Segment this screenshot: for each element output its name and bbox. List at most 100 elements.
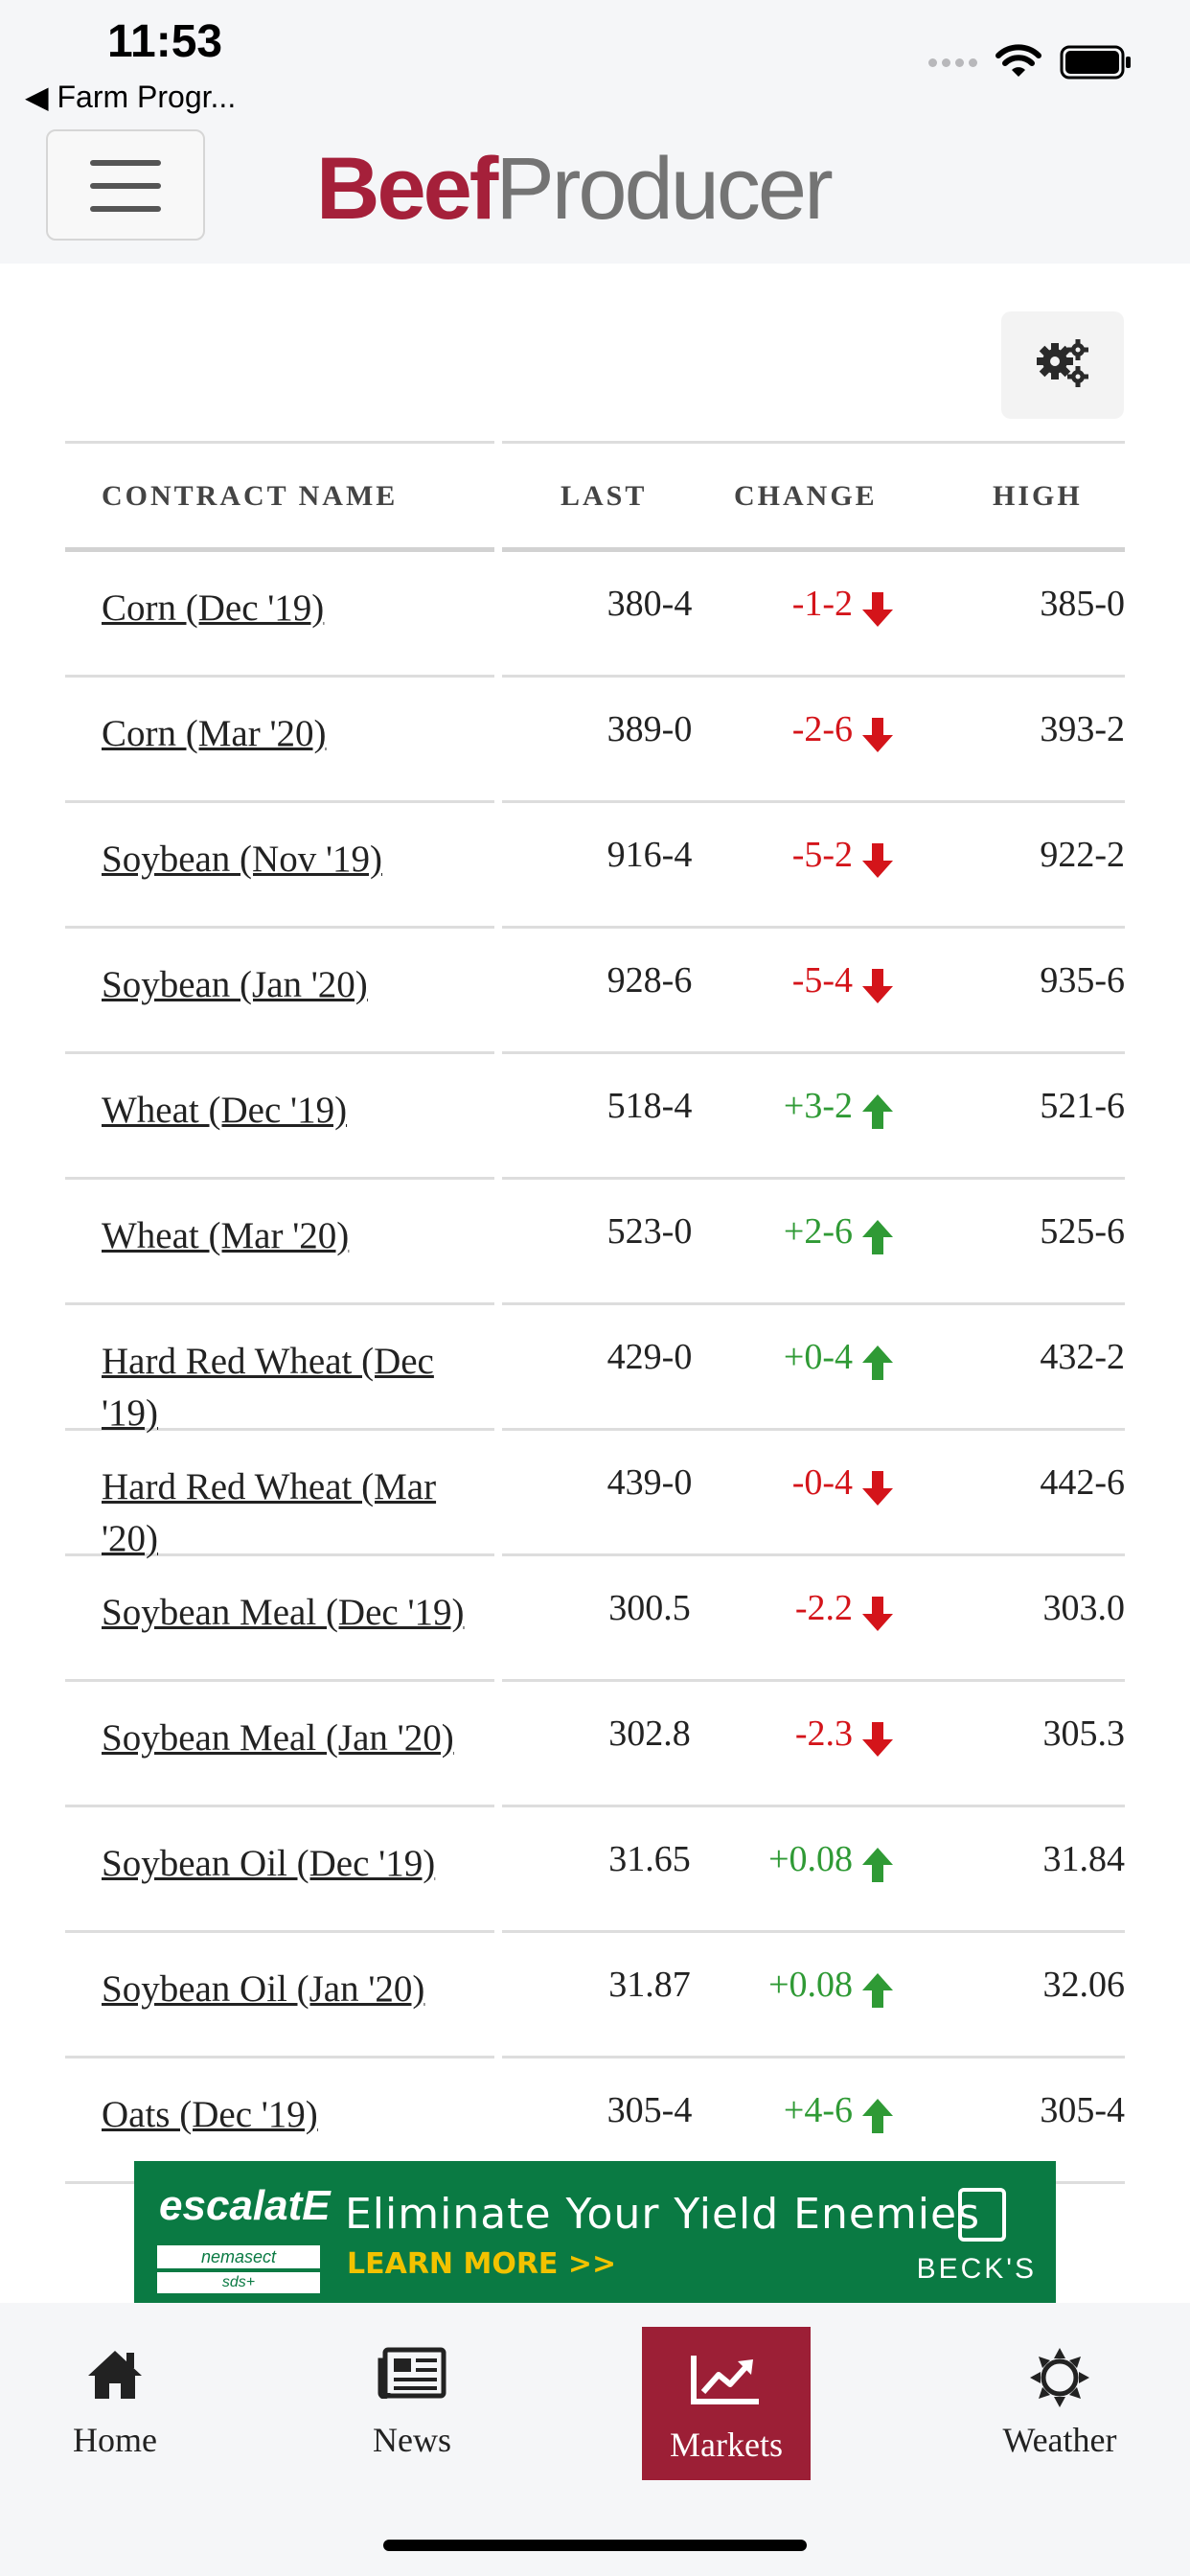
logo-beef-text: Beef: [316, 140, 498, 238]
contract-name-link[interactable]: Soybean (Jan '20): [102, 964, 368, 1005]
price-change: -2.3: [794, 1714, 853, 1754]
contract-name-link[interactable]: Soybean Meal (Jan '20): [102, 1717, 454, 1759]
ad-banner[interactable]: escalatE nemasect sds+ Eliminate Your Yi…: [134, 2161, 1056, 2305]
ad-product-sds: sds+: [157, 2272, 320, 2293]
arrow-up-icon: [862, 2099, 893, 2133]
nav-weather-label: Weather: [1002, 2421, 1117, 2459]
high-price: 442-6: [1040, 1462, 1125, 1503]
nav-news[interactable]: News: [326, 2322, 498, 2475]
arrow-down-icon: [862, 969, 893, 1003]
settings-button[interactable]: [1001, 311, 1124, 419]
last-price: 518-4: [606, 1086, 693, 1126]
arrow-up-icon: [862, 1346, 893, 1380]
last-price: 380-4: [606, 584, 693, 624]
table-row: Corn (Mar '20) 389-0 -2-6 393-2: [65, 675, 1125, 803]
last-price: 389-0: [606, 709, 693, 749]
beef-producer-logo[interactable]: BeefProducer: [316, 139, 834, 240]
last-price: 305-4: [606, 2090, 693, 2130]
status-bar: 11:53 ◀ Farm Progr...: [0, 0, 1190, 129]
arrow-up-icon: [862, 1220, 893, 1254]
high-price: 935-6: [1040, 960, 1125, 1000]
header-last: LAST: [561, 480, 648, 512]
last-price: 916-4: [606, 835, 693, 875]
price-change: +0.08: [768, 1839, 853, 1879]
table-row: Wheat (Mar '20) 523-0 +2-6 525-6: [65, 1177, 1125, 1305]
arrow-up-icon: [862, 1973, 893, 2008]
arrow-up-icon: [862, 1094, 893, 1129]
newspaper-icon: [378, 2347, 446, 2399]
last-price: 429-0: [606, 1337, 693, 1377]
home-icon: [88, 2351, 142, 2399]
price-change: -2-6: [791, 709, 853, 749]
logo-producer-text: Producer: [495, 140, 833, 238]
contract-name-link[interactable]: Wheat (Mar '20): [102, 1215, 350, 1256]
nav-markets[interactable]: Markets: [642, 2327, 811, 2480]
arrow-up-icon: [862, 1848, 893, 1882]
high-price: 393-2: [1040, 709, 1125, 749]
table-row: Hard Red Wheat (Dec '19) 429-0 +0-4 432-2: [65, 1302, 1125, 1434]
table-header: CONTRACT NAME LAST CHANGE HIGH: [65, 441, 1125, 552]
price-change: -5-2: [791, 835, 853, 875]
table-row: Soybean Oil (Jan '20) 31.87 +0.08 32.06: [65, 1930, 1126, 2058]
arrow-down-icon: [862, 1722, 893, 1757]
high-price: 303.0: [1042, 1588, 1126, 1628]
last-price: 302.8: [608, 1714, 691, 1754]
bottom-nav: Home News Markets: [0, 2303, 1190, 2576]
price-change: -0-4: [791, 1462, 853, 1503]
last-price: 300.5: [608, 1588, 691, 1628]
contract-name-link[interactable]: Soybean (Nov '19): [102, 839, 382, 880]
nav-home[interactable]: Home: [29, 2322, 201, 2475]
table-row: Corn (Dec '19) 380-4 -1-2 385-0: [65, 549, 1125, 678]
home-indicator: [383, 2540, 807, 2551]
price-change: +2-6: [783, 1211, 853, 1252]
arrow-down-icon: [862, 718, 893, 752]
ad-learn-more[interactable]: LEARN MORE >>: [347, 2247, 617, 2281]
ad-headline: Eliminate Your Yield Enemies: [345, 2190, 980, 2239]
high-price: 521-6: [1040, 1086, 1125, 1126]
table-row: Hard Red Wheat (Mar '20) 439-0 -0-4 442-6: [65, 1428, 1125, 1559]
contract-name-link[interactable]: Corn (Dec '19): [102, 587, 325, 629]
header-change: CHANGE: [734, 480, 878, 512]
contract-name-link[interactable]: Corn (Mar '20): [102, 713, 327, 754]
status-icons: [928, 44, 1133, 80]
battery-icon: [1060, 45, 1131, 80]
table-row: Soybean (Jan '20) 928-6 -5-4 935-6: [65, 926, 1125, 1054]
price-change: -5-4: [791, 960, 853, 1000]
ad-brand-logo: escalatE: [159, 2182, 331, 2229]
status-time: 11:53: [107, 16, 223, 67]
nav-news-label: News: [373, 2421, 451, 2459]
table-row: Soybean Oil (Dec '19) 31.65 +0.08 31.84: [65, 1805, 1126, 1933]
header-contract-name: CONTRACT NAME: [102, 480, 399, 512]
high-price: 525-6: [1040, 1211, 1125, 1252]
gears-icon: [1037, 339, 1088, 387]
high-price: 385-0: [1040, 584, 1125, 624]
last-price: 523-0: [606, 1211, 693, 1252]
arrow-down-icon: [862, 1597, 893, 1631]
cellular-signal-icon: [928, 58, 977, 67]
contract-name-link[interactable]: Oats (Dec '19): [102, 2094, 318, 2135]
table-row: Soybean Meal (Dec '19) 300.5 -2.2 303.0: [65, 1553, 1126, 1682]
contract-name-link[interactable]: Hard Red Wheat (Dec '19): [102, 1341, 434, 1434]
back-to-app-link[interactable]: ◀ Farm Progr...: [25, 80, 237, 114]
high-price: 32.06: [1042, 1965, 1126, 2005]
price-change: -1-2: [791, 584, 853, 624]
contract-name-link[interactable]: Soybean Oil (Jan '20): [102, 1968, 425, 2010]
ad-company: BECK'S: [916, 2253, 1037, 2285]
table-row: Wheat (Dec '19) 518-4 +3-2 521-6: [65, 1051, 1125, 1180]
table-row: Oats (Dec '19) 305-4 +4-6 305-4: [65, 2056, 1125, 2184]
hamburger-menu-button[interactable]: [46, 129, 205, 241]
last-price: 31.65: [608, 1839, 691, 1879]
contract-name-link[interactable]: Wheat (Dec '19): [102, 1090, 348, 1131]
table-row: Soybean (Nov '19) 916-4 -5-2 922-2: [65, 800, 1125, 929]
high-price: 305-4: [1040, 2090, 1125, 2130]
price-change: +3-2: [783, 1086, 853, 1126]
price-change: +0.08: [768, 1965, 853, 2005]
table-row: Soybean Meal (Jan '20) 302.8 -2.3 305.3: [65, 1679, 1125, 1807]
contract-name-link[interactable]: Hard Red Wheat (Mar '20): [102, 1466, 437, 1559]
nav-weather[interactable]: Weather: [973, 2322, 1146, 2475]
markets-table: CONTRACT NAME LAST CHANGE HIGH Corn (Dec…: [65, 441, 1125, 2184]
contract-name-link[interactable]: Soybean Meal (Dec '19): [102, 1592, 465, 1633]
contract-name-link[interactable]: Soybean Oil (Dec '19): [102, 1843, 436, 1884]
high-price: 31.84: [1042, 1839, 1126, 1879]
chart-line-icon: [691, 2356, 759, 2404]
